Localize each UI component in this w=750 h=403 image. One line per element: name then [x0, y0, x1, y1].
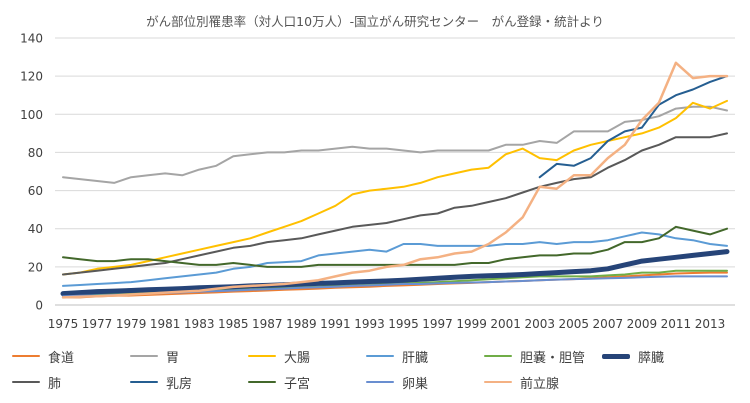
series-line [62, 132, 728, 276]
x-tick-label: 2013 [695, 317, 726, 331]
legend-item: 肺 [12, 373, 130, 392]
x-tick-label: 2011 [661, 317, 692, 331]
y-tick-label: 60 [28, 184, 43, 198]
legend-label: 食道 [48, 350, 75, 366]
x-tick-label: 1985 [218, 317, 249, 331]
legend-item: 卵巣 [366, 373, 484, 392]
x-tick-label: 2007 [593, 317, 624, 331]
x-tick-label: 1993 [354, 317, 385, 331]
x-tick-label: 1989 [286, 317, 317, 331]
legend-swatch [484, 355, 512, 357]
x-tick-label: 1991 [320, 317, 351, 331]
legend-label: 肺 [48, 376, 62, 392]
x-tick-label: 1981 [150, 317, 181, 331]
legend-label: 肝臓 [402, 350, 429, 366]
x-tick-label: 1983 [184, 317, 215, 331]
y-tick-label: 40 [28, 222, 43, 236]
legend: 食道 胃 大腸 肝臓 胆嚢・胆管 膵臓肺 乳房 子宮 卵巣 前立腺 [12, 343, 742, 395]
legend-label: 大腸 [284, 350, 311, 366]
legend-item: 胆嚢・胆管 [484, 347, 602, 366]
x-tick-label: 1987 [252, 317, 283, 331]
series-line [61, 61, 729, 299]
legend-item: 前立腺 [484, 373, 602, 392]
x-tick-label: 2003 [524, 317, 555, 331]
legend-label: 膵臓 [638, 350, 665, 366]
x-tick-label: 1975 [48, 317, 79, 331]
y-tick-label: 120 [20, 70, 43, 84]
legend-swatch [12, 355, 40, 357]
legend-item: 食道 [12, 347, 130, 366]
legend-item: 胃 [130, 347, 248, 366]
y-tick-label: 0 [35, 299, 43, 313]
series-line [62, 105, 728, 184]
series-line [62, 271, 728, 299]
x-tick-label: 2005 [558, 317, 589, 331]
x-tick-label: 1999 [456, 317, 487, 331]
series-line [538, 75, 728, 179]
x-tick-label: 2001 [490, 317, 521, 331]
y-tick-label: 100 [20, 108, 43, 122]
legend-swatch [248, 381, 276, 383]
legend-swatch [248, 355, 276, 357]
x-tick-label: 1977 [82, 317, 113, 331]
legend-swatch [366, 381, 394, 383]
legend-row: 食道 胃 大腸 肝臓 胆嚢・胆管 膵臓 [12, 343, 742, 369]
x-tick-label: 2009 [627, 317, 658, 331]
y-tick-label: 20 [28, 260, 43, 274]
legend-swatch [366, 355, 394, 357]
legend-swatch [602, 353, 630, 359]
legend-item: 膵臓 [602, 347, 720, 366]
legend-label: 胃 [166, 350, 180, 366]
chart-title: がん部位別罹患率（対人口10万人）-国立がん研究センター がん登録・統計より [146, 14, 604, 29]
legend-label: 卵巣 [402, 376, 429, 392]
legend-label: 前立腺 [520, 376, 560, 392]
legend-item: 大腸 [248, 347, 366, 366]
y-tick-label: 140 [20, 32, 43, 46]
legend-item: 子宮 [248, 373, 366, 392]
x-tick-label: 1997 [422, 317, 453, 331]
legend-swatch [130, 355, 158, 357]
legend-swatch [130, 381, 158, 383]
legend-label: 胆嚢・胆管 [520, 350, 586, 366]
y-tick-label: 80 [28, 146, 43, 160]
series-line [62, 99, 728, 276]
legend-item: 肝臓 [366, 347, 484, 366]
series-line [60, 249, 730, 297]
x-tick-label: 1979 [116, 317, 147, 331]
legend-label: 乳房 [166, 376, 193, 392]
legend-swatch [12, 381, 40, 383]
series-line [62, 231, 728, 287]
legend-label: 子宮 [284, 376, 311, 392]
legend-row: 肺 乳房 子宮 卵巣 前立腺 [12, 369, 742, 395]
legend-item: 乳房 [130, 373, 248, 392]
x-tick-label: 1995 [388, 317, 419, 331]
legend-swatch [484, 380, 512, 384]
